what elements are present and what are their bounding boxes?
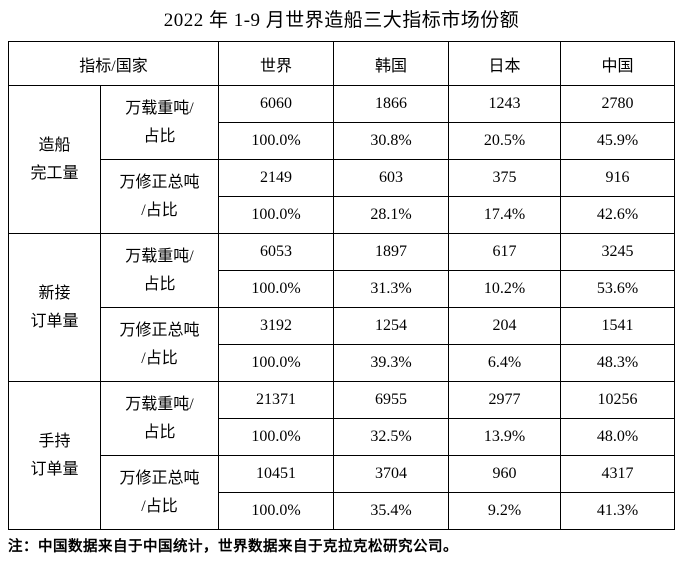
share-cell: 28.1% — [333, 196, 450, 234]
value-cell: 1897 — [333, 233, 450, 271]
value-cell: 3704 — [333, 455, 450, 493]
value-cell: 1541 — [560, 307, 676, 345]
value-cell: 21371 — [218, 381, 335, 419]
value-cell: 10451 — [218, 455, 335, 493]
indicators-table: 指标/国家 世界 韩国 日本 中国 造船 完工量 万载重吨/ 占比 6060 1… — [7, 41, 676, 530]
share-cell: 13.9% — [448, 418, 562, 456]
table-row: 100.0% 30.8% 20.5% 45.9% — [9, 122, 676, 160]
value-cell: 617 — [448, 233, 562, 271]
share-cell: 45.9% — [560, 122, 676, 160]
value-cell: 2780 — [560, 85, 676, 123]
metric-label-cell: 万载重吨/ 占比 — [99, 381, 220, 456]
share-cell: 30.8% — [333, 122, 450, 160]
group-label-cell: 新接 订单量 — [8, 233, 101, 382]
table-row: 新接 订单量 万载重吨/ 占比 6053 1897 617 3245 — [8, 233, 676, 382]
value-cell: 603 — [333, 159, 450, 197]
country-header-cell: 中国 — [560, 41, 676, 86]
metric-label-cell: 万载重吨/ 占比 — [99, 85, 220, 160]
metric-label-cell: 万修正总吨 /占比 — [99, 307, 220, 382]
share-cell: 48.3% — [560, 344, 676, 382]
value-cell: 2977 — [448, 381, 562, 419]
group-label-cell: 手持 订单量 — [8, 381, 101, 530]
share-cell: 32.5% — [333, 418, 450, 456]
value-cell: 204 — [448, 307, 562, 345]
value-cell: 1866 — [333, 85, 450, 123]
share-cell: 100.0% — [218, 122, 335, 160]
value-cell: 960 — [448, 455, 562, 493]
table-row: 100.0% 28.1% 17.4% 42.6% — [9, 196, 676, 234]
table-row: 100.0% 31.3% 10.2% 53.6% — [9, 270, 676, 308]
metric-label-cell: 万修正总吨 /占比 — [99, 159, 220, 234]
metric-label-cell: 万修正总吨 /占比 — [99, 455, 220, 530]
value-cell: 10256 — [560, 381, 676, 419]
value-cell: 2149 — [218, 159, 335, 197]
table-row: 100.0% 32.5% 13.9% 48.0% — [9, 418, 676, 456]
value-cell: 6060 — [218, 85, 335, 123]
value-cell: 4317 — [560, 455, 676, 493]
group-label-cell: 造船 完工量 — [8, 85, 101, 234]
share-cell: 100.0% — [218, 344, 335, 382]
share-cell: 100.0% — [218, 418, 335, 456]
share-cell: 42.6% — [560, 196, 676, 234]
table-row: 100.0% 35.4% 9.2% 41.3% — [9, 492, 676, 530]
share-cell: 39.3% — [333, 344, 450, 382]
value-cell: 6955 — [333, 381, 450, 419]
value-cell: 1254 — [333, 307, 450, 345]
table-row: 造船 完工量 万载重吨/ 占比 6060 1866 1243 2780 — [8, 85, 676, 234]
footnote: 注：中国数据来自于中国统计，世界数据来自于克拉克松研究公司。 — [8, 539, 458, 555]
share-cell: 10.2% — [448, 270, 562, 308]
country-header-cell: 世界 — [218, 41, 335, 86]
table-row: 万修正总吨 /占比 3192 1254 204 1541 — [9, 307, 676, 382]
share-cell: 31.3% — [333, 270, 450, 308]
share-cell: 100.0% — [218, 492, 335, 530]
country-header-cell: 韩国 — [333, 41, 450, 86]
value-cell: 375 — [448, 159, 562, 197]
page-title: 2022 年 1-9 月世界造船三大指标市场份额 — [163, 10, 520, 31]
share-cell: 9.2% — [448, 492, 562, 530]
share-cell: 41.3% — [560, 492, 676, 530]
share-cell: 20.5% — [448, 122, 562, 160]
share-cell: 6.4% — [448, 344, 562, 382]
share-cell: 100.0% — [218, 196, 335, 234]
table-row: 万修正总吨 /占比 10451 3704 960 4317 — [9, 455, 676, 530]
metric-label-cell: 万载重吨/ 占比 — [99, 233, 220, 308]
corner-header-cell: 指标/国家 — [7, 41, 220, 86]
share-cell: 35.4% — [333, 492, 450, 530]
table-row: 手持 订单量 万载重吨/ 占比 21371 6955 2977 10256 — [8, 381, 676, 530]
share-cell: 17.4% — [448, 196, 562, 234]
value-cell: 3192 — [218, 307, 335, 345]
value-cell: 1243 — [448, 85, 562, 123]
share-cell: 48.0% — [560, 418, 676, 456]
header-row: 指标/国家 世界 韩国 日本 中国 — [7, 41, 676, 86]
value-cell: 916 — [560, 159, 676, 197]
share-cell: 100.0% — [218, 270, 335, 308]
share-cell: 53.6% — [560, 270, 676, 308]
value-cell: 3245 — [560, 233, 676, 271]
country-header-cell: 日本 — [448, 41, 562, 86]
table-row: 100.0% 39.3% 6.4% 48.3% — [9, 344, 676, 382]
value-cell: 6053 — [218, 233, 335, 271]
table-row: 万修正总吨 /占比 2149 603 375 916 — [9, 159, 676, 234]
